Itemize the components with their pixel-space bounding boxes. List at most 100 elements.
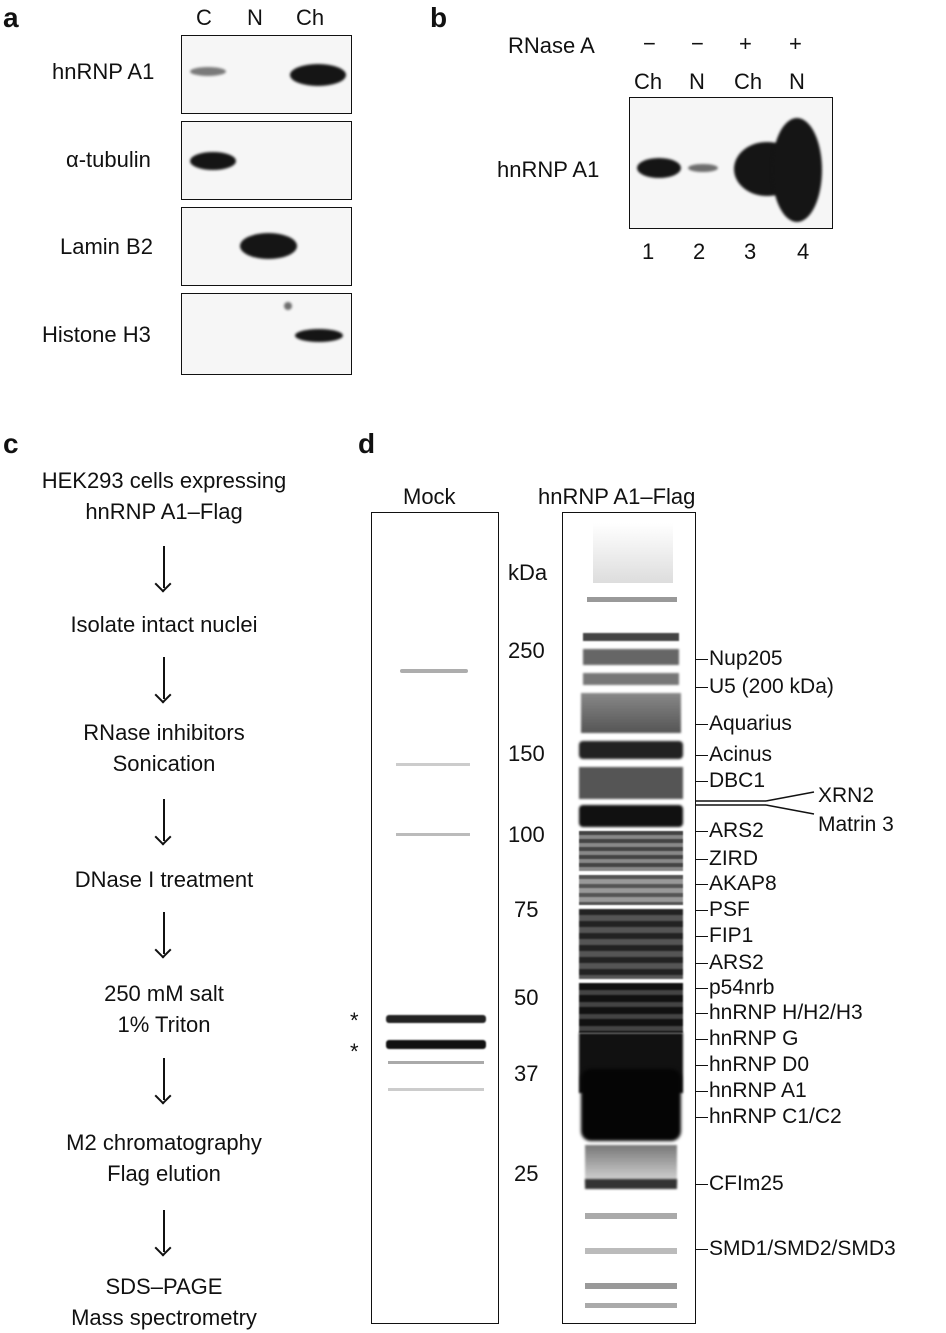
blot-hnrnp-a1 (181, 35, 352, 114)
protein-label: SMD1/SMD2/SMD3 (696, 1238, 896, 1259)
band (579, 805, 683, 827)
blot-label-histone-h3: Histone H3 (42, 322, 151, 347)
panel-a-letter: a (3, 2, 19, 33)
protein-label: CFIm25 (696, 1173, 784, 1194)
panel-c-letter: c (3, 428, 19, 459)
band (396, 833, 470, 836)
flow-step-1-line-2: hnRNP A1–Flag (85, 499, 243, 524)
lane-label-c: C (196, 5, 212, 30)
band (386, 1015, 486, 1023)
treatment-lane-3: + (739, 31, 752, 56)
arrow-down-icon (163, 799, 165, 841)
band (585, 1303, 677, 1308)
panel-b-letter: b (430, 2, 448, 33)
lane-number-3: 3 (744, 239, 757, 264)
blot-b-label: hnRNP A1 (497, 157, 600, 182)
flow-step-7-line-1: SDS–PAGE (105, 1274, 223, 1299)
flow-step-7-line-2: Mass spectrometry (71, 1305, 257, 1330)
band (688, 164, 718, 172)
protein-label: ARS2 (696, 820, 764, 841)
lane-b-ch-3: Ch (734, 69, 763, 94)
blot-label-alpha-tubulin: α-tubulin (66, 147, 151, 172)
protein-label: hnRNP G (696, 1028, 799, 1049)
marker-25: 25 (514, 1161, 539, 1186)
marker-37: 37 (514, 1061, 539, 1086)
flow-step-7: SDS–PAGE Mass spectrometry (4, 1271, 324, 1333)
blot-histone-h3 (181, 293, 352, 375)
band (579, 875, 683, 905)
band (190, 152, 236, 170)
protein-label: ARS2 (696, 952, 764, 973)
blot-alpha-tubulin (181, 121, 352, 200)
flow-step-3-line-2: Sonication (112, 751, 216, 776)
band (581, 693, 681, 733)
protein-label: hnRNP C1/C2 (696, 1106, 842, 1127)
lane-b-n-4: N (789, 69, 805, 94)
mock-label: Mock (403, 484, 456, 509)
lane-b-ch-1: Ch (634, 69, 663, 94)
protein-label: ZIRD (696, 848, 758, 869)
callout-xrn2: XRN2 (818, 784, 875, 807)
blot-label-lamin-b2: Lamin B2 (60, 234, 153, 259)
band (579, 909, 683, 979)
marker-100: 100 (508, 822, 545, 847)
band (400, 669, 468, 673)
band (581, 1069, 681, 1141)
band (583, 649, 679, 665)
band (585, 1283, 677, 1289)
flow-step-2: Isolate intact nuclei (4, 609, 324, 640)
arrow-down-icon (163, 912, 165, 954)
flow-step-6-line-1: M2 chromatography (66, 1130, 262, 1155)
protein-label: AKAP8 (696, 873, 777, 894)
gel-flag-lane (562, 512, 696, 1324)
flow-step-4-line-1: DNase I treatment (74, 867, 254, 892)
band (583, 673, 679, 685)
protein-label: DBC1 (696, 770, 765, 791)
band (585, 1248, 677, 1254)
band (637, 158, 681, 178)
band (190, 67, 226, 76)
band (587, 597, 677, 602)
band (585, 1145, 677, 1185)
band (290, 64, 346, 86)
band (284, 302, 292, 310)
treatment-label: RNase A (508, 33, 595, 58)
protein-label: hnRNP A1 (696, 1080, 807, 1101)
lane-label-n: N (247, 5, 263, 30)
band (396, 763, 470, 766)
panel-d-letter: d (358, 428, 376, 459)
blot-b-hnrnp-a1 (629, 97, 833, 229)
asterisk-1: * (350, 1008, 359, 1033)
protein-label: hnRNP H/H2/H3 (696, 1002, 863, 1023)
gel-mock-lane (371, 512, 499, 1324)
band (240, 233, 297, 259)
marker-150: 150 (508, 741, 545, 766)
flow-step-2-line-1: Isolate intact nuclei (70, 612, 258, 637)
marker-75: 75 (514, 897, 539, 922)
flow-step-4: DNase I treatment (4, 864, 324, 895)
flow-step-1-line-1: HEK293 cells expressing (41, 468, 287, 493)
arrow-down-icon (163, 657, 165, 699)
treatment-lane-2: − (691, 31, 704, 56)
band (579, 831, 683, 871)
band (386, 1040, 486, 1049)
band (388, 1061, 484, 1064)
band (593, 523, 673, 583)
band (579, 983, 683, 1033)
callout-matrin-3: Matrin 3 (818, 813, 894, 836)
kda-label: kDa (508, 560, 548, 585)
arrow-down-icon (163, 1058, 165, 1100)
flow-step-1: HEK293 cells expressing hnRNP A1–Flag (4, 465, 324, 527)
flow-step-5-line-1: 250 mM salt (104, 981, 224, 1006)
marker-250: 250 (508, 638, 545, 663)
arrow-down-icon (163, 1210, 165, 1252)
lane-label-ch: Ch (296, 5, 325, 30)
flag-label: hnRNP A1–Flag (538, 484, 696, 509)
protein-label: Aquarius (696, 713, 792, 734)
treatment-lane-1: − (643, 31, 656, 56)
arrow-down-icon (163, 546, 165, 588)
band (295, 329, 343, 342)
protein-label: Nup205 (696, 648, 783, 669)
lane-number-2: 2 (693, 239, 706, 264)
flow-step-3: RNase inhibitors Sonication (4, 717, 324, 779)
